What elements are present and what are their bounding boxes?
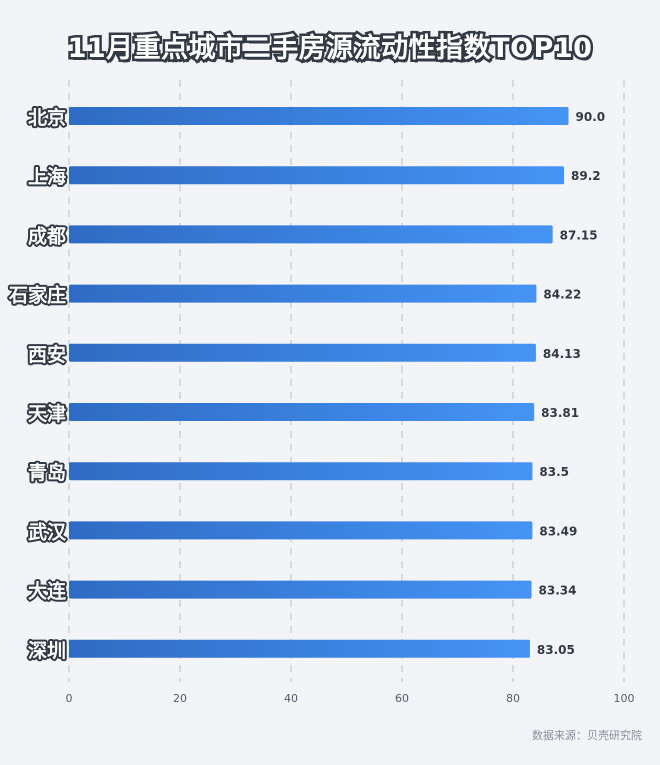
value-label: 83.49	[539, 524, 577, 538]
bar	[69, 343, 536, 362]
x-tick-label: 0	[66, 692, 73, 705]
bar	[69, 403, 535, 421]
x-tick-label: 60	[395, 692, 409, 705]
category-label: 深圳	[28, 639, 66, 662]
category-label: 上海	[28, 165, 66, 188]
bar	[69, 284, 537, 303]
grid-lines	[68, 80, 625, 682]
category-label: 成都	[28, 224, 66, 247]
bar	[69, 639, 530, 658]
value-label: 83.34	[539, 584, 577, 598]
category-label: 北京	[28, 106, 66, 129]
category-label: 武汉	[28, 521, 67, 543]
value-label: 83.5	[539, 465, 569, 479]
x-tick-label: 40	[284, 692, 298, 705]
bar	[69, 580, 532, 599]
x-tick-label: 20	[173, 692, 187, 705]
x-axis-ticks: 0 20 40 60 80 100	[66, 692, 635, 705]
value-label: 83.81	[541, 406, 579, 420]
bar	[69, 107, 569, 125]
value-label: 84.13	[543, 347, 581, 361]
bars	[69, 107, 569, 658]
category-label: 天津	[28, 402, 66, 425]
category-label: 西安	[28, 343, 66, 366]
value-label: 84.22	[543, 288, 581, 302]
x-tick-label: 100	[614, 692, 635, 705]
bar	[69, 462, 533, 481]
category-label: 大连	[28, 580, 67, 603]
value-labels: 90.0 89.2 87.15 84.22 84.13 83.81 83.5 83.49 83.…	[537, 110, 605, 657]
data-source: 数据来源：贝壳研究院	[532, 729, 642, 742]
value-label: 83.05	[537, 643, 575, 657]
value-label: 90.0	[576, 110, 606, 124]
bar	[69, 225, 553, 244]
chart-title: 11月重点城市二手房源流动性指数TOP10	[65, 31, 594, 67]
x-tick-label: 80	[506, 692, 520, 705]
bar	[69, 521, 533, 540]
category-label: 青岛	[28, 461, 66, 484]
category-label: 石家庄	[8, 284, 66, 307]
value-label: 87.15	[560, 228, 598, 242]
value-label: 89.2	[571, 169, 601, 183]
bar	[69, 166, 565, 185]
